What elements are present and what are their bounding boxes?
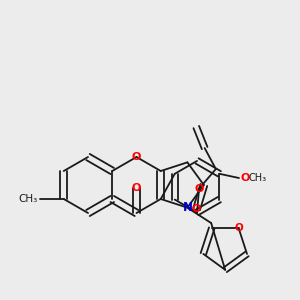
Text: O: O [241, 173, 250, 183]
Text: O: O [132, 152, 141, 162]
Text: CH₃: CH₃ [249, 173, 267, 183]
Text: O: O [132, 183, 141, 193]
Text: N: N [182, 201, 192, 214]
Text: O: O [192, 204, 201, 214]
Text: CH₃: CH₃ [19, 194, 38, 204]
Text: O: O [194, 184, 204, 194]
Text: O: O [234, 223, 243, 233]
